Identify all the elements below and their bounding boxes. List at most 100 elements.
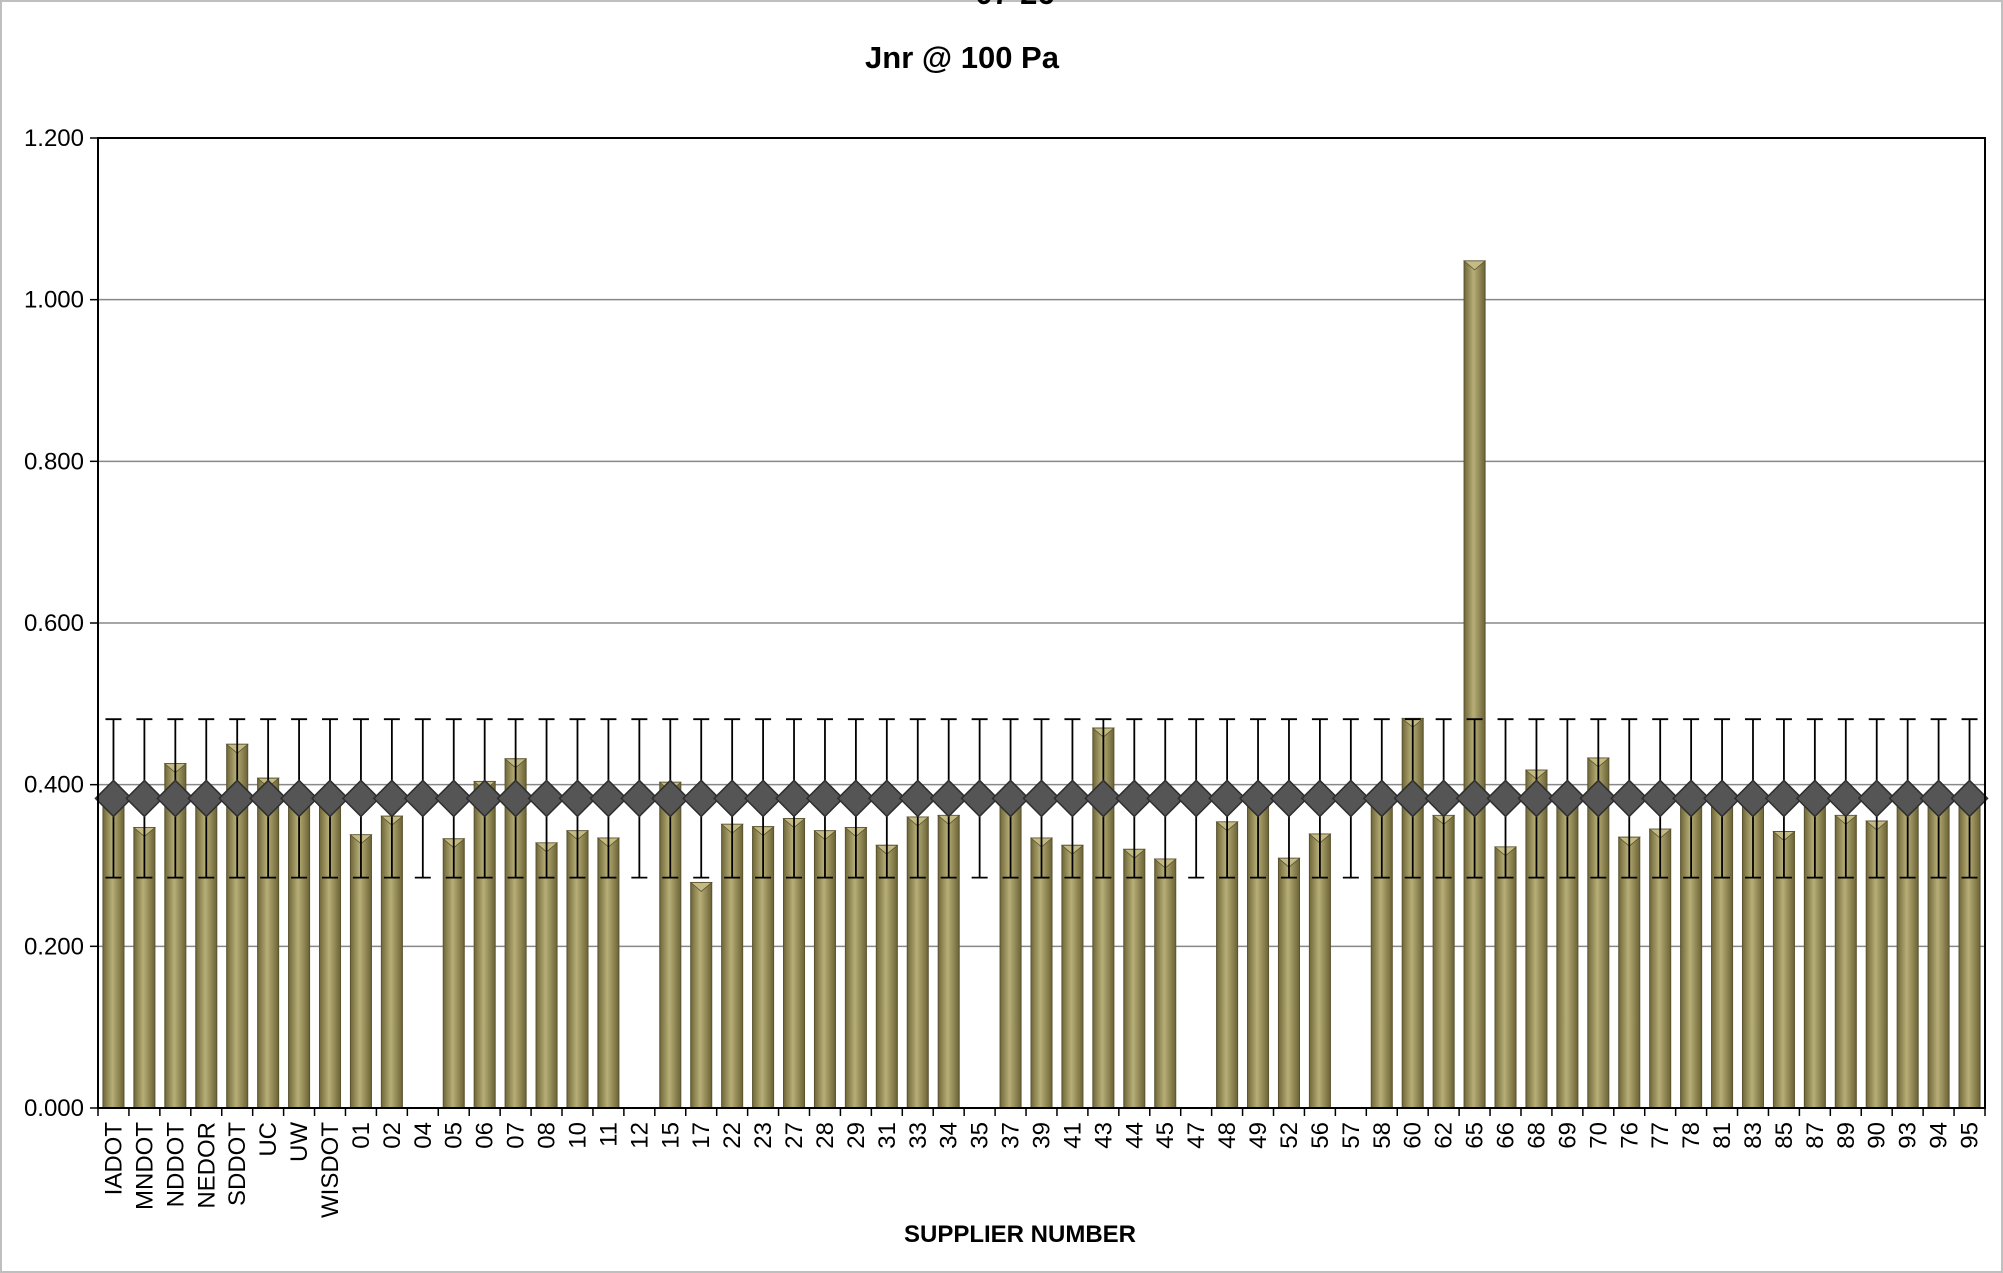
bar — [1462, 260, 1487, 1109]
marker-point — [898, 779, 937, 818]
marker-point — [805, 779, 845, 818]
marker-point — [1733, 779, 1773, 818]
x-axis-ticks: IADOT MNDOT NDDOT NEDOR SDDOT UC UW WISDOT 01 02 0… — [97, 1108, 1986, 1218]
marker-point — [1022, 779, 1061, 818]
bars — [101, 260, 1982, 1109]
marker-point — [156, 779, 195, 818]
marker-point — [218, 779, 257, 818]
x-tick-label: 05 — [441, 1122, 468, 1149]
x-tick-label: MNDOT — [131, 1122, 158, 1210]
bar — [442, 838, 466, 1109]
marker-point — [1579, 779, 1618, 818]
bar — [689, 881, 713, 1109]
marker-point — [682, 779, 721, 818]
y-tick-label: 1.200 — [24, 125, 84, 152]
x-tick-label: NDDOT — [162, 1122, 189, 1208]
x-tick-label: 77 — [1647, 1122, 1674, 1149]
x-tick-label: 39 — [1029, 1122, 1056, 1149]
marker-point — [1300, 779, 1339, 818]
x-tick-label: 34 — [936, 1122, 963, 1149]
x-tick-label: 85 — [1771, 1122, 1798, 1149]
x-tick-label: 49 — [1245, 1122, 1272, 1149]
x-tick-label: 45 — [1152, 1122, 1179, 1149]
marker-point — [1826, 779, 1865, 818]
marker-point — [1764, 779, 1803, 818]
marker-point — [403, 779, 442, 818]
marker-point — [187, 779, 226, 818]
marker-point — [1084, 779, 1123, 818]
x-tick-label: 43 — [1090, 1122, 1117, 1149]
x-axis-title: SUPPLIER NUMBER — [904, 1221, 1136, 1248]
y-tick-label: 1.000 — [24, 287, 84, 314]
x-tick-label: 08 — [534, 1122, 561, 1149]
x-tick-label: 35 — [967, 1122, 994, 1149]
bar — [1586, 757, 1610, 1109]
bar — [1277, 857, 1301, 1109]
marker-point — [1486, 779, 1525, 818]
y-tick-label: 0.000 — [24, 1095, 84, 1122]
marker-point — [744, 779, 783, 818]
x-tick-label: 41 — [1059, 1122, 1086, 1149]
x-tick-label: 28 — [812, 1122, 839, 1149]
bar — [1153, 858, 1177, 1109]
x-tick-label: NEDOR — [193, 1122, 220, 1209]
marker-point — [1208, 779, 1247, 818]
marker-point — [527, 779, 566, 818]
x-tick-label: 31 — [874, 1122, 901, 1149]
x-tick-label: 33 — [905, 1122, 932, 1149]
marker-point — [249, 779, 288, 818]
marker-point — [620, 779, 659, 818]
x-tick-label: 65 — [1462, 1122, 1489, 1149]
marker-point — [341, 779, 381, 818]
x-tick-label: 62 — [1431, 1122, 1458, 1149]
x-tick-label: 10 — [564, 1122, 591, 1149]
bar — [875, 844, 899, 1109]
marker-point — [960, 779, 999, 818]
x-tick-label: SDDOT — [224, 1122, 251, 1206]
marker-point — [1115, 779, 1154, 818]
x-tick-label: 11 — [595, 1122, 622, 1147]
x-tick-label: 89 — [1833, 1122, 1860, 1149]
x-tick-label: 47 — [1183, 1122, 1210, 1149]
x-tick-label: 68 — [1523, 1122, 1550, 1149]
marker-point — [1177, 779, 1216, 818]
x-tick-label: 58 — [1369, 1122, 1396, 1149]
marker-point — [1857, 779, 1896, 818]
top-cut-label: 07-26 — [975, 0, 1054, 11]
x-tick-label: 06 — [472, 1122, 499, 1149]
x-tick-label: UW — [286, 1122, 313, 1162]
y-tick-label: 0.400 — [24, 772, 84, 799]
marker-point — [372, 779, 411, 818]
x-tick-label: IADOT — [100, 1122, 127, 1196]
x-tick-label: 66 — [1493, 1122, 1520, 1149]
marker-point — [1548, 779, 1587, 818]
marker-point — [713, 779, 752, 818]
x-tick-label: 95 — [1957, 1122, 1984, 1149]
x-tick-label: 37 — [998, 1122, 1025, 1149]
x-tick-label: 44 — [1121, 1122, 1148, 1149]
x-tick-label: 81 — [1709, 1122, 1736, 1149]
marker-point — [1393, 779, 1432, 818]
x-tick-label: 07 — [503, 1122, 530, 1149]
x-tick-label: 48 — [1214, 1122, 1241, 1149]
marker-point — [1331, 779, 1370, 818]
marker-point — [1702, 779, 1742, 818]
y-tick-label: 0.200 — [24, 933, 84, 960]
chart-title: Jnr @ 100 Pa — [865, 40, 1060, 75]
marker-point — [1362, 779, 1401, 818]
bar — [534, 842, 559, 1109]
x-tick-label: 17 — [688, 1122, 715, 1149]
marker-point — [1424, 779, 1463, 818]
marker-point — [310, 779, 350, 818]
x-tick-label: 15 — [657, 1122, 684, 1149]
marker-point — [651, 779, 690, 818]
x-tick-label: 29 — [843, 1122, 870, 1149]
marker-point — [1950, 779, 1989, 818]
x-tick-label: 93 — [1895, 1122, 1922, 1149]
x-tick-label: WISDOT — [317, 1122, 344, 1218]
marker-point — [929, 779, 968, 818]
bar — [1493, 846, 1518, 1109]
